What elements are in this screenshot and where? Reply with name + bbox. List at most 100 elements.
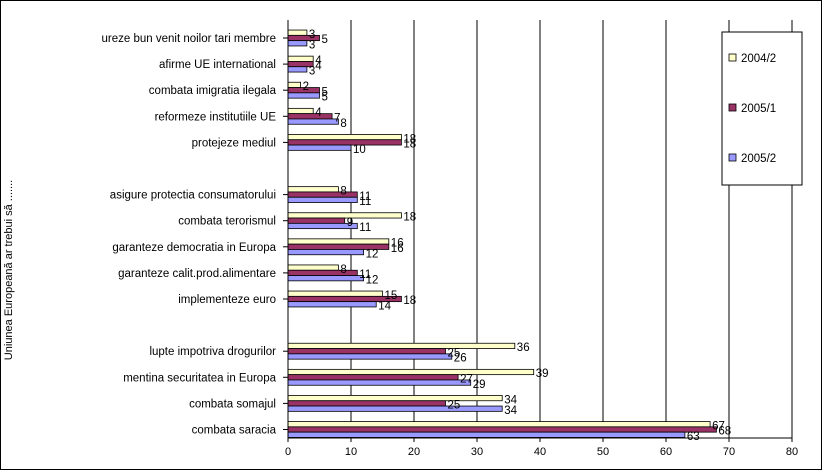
bar (287, 301, 377, 308)
bar (287, 374, 459, 381)
x-tick-labels: 0 10 20 30 40 50 60 70 80 (285, 446, 798, 458)
bar (287, 249, 364, 256)
category-label: garanteze democratia in Europa (112, 242, 276, 254)
bar (287, 186, 339, 193)
data-label: 8 (340, 185, 346, 197)
data-label: 18 (403, 133, 416, 145)
axes (283, 20, 793, 442)
data-label: 5 (322, 86, 328, 98)
bar (287, 275, 364, 282)
data-label: 27 (460, 373, 473, 385)
data-label: 3 (309, 29, 315, 41)
bar (287, 92, 320, 99)
bar (287, 379, 472, 386)
data-label: 67 (712, 420, 725, 432)
category-label: reformeze institutiile UE (155, 111, 277, 123)
data-label: 16 (391, 243, 404, 255)
bar (287, 29, 308, 36)
data-label: 39 (536, 368, 549, 380)
data-label: 10 (353, 144, 366, 156)
category-label: implementeze euro (178, 294, 276, 306)
bar (287, 400, 446, 407)
data-label: 25 (448, 347, 461, 359)
data-label: 25 (448, 400, 461, 412)
bar (287, 348, 446, 355)
bar (287, 113, 333, 120)
data-label: 26 (454, 353, 467, 365)
bar (287, 426, 717, 433)
data-label: 34 (504, 394, 517, 406)
category-label: ureze bun venit noilor tari membre (102, 33, 277, 45)
data-label: 11 (359, 196, 371, 208)
category-label: garanteze calit.prod.alimentare (118, 268, 276, 280)
category-label: afirme UE international (159, 59, 276, 71)
x-tick-label: 20 (408, 446, 420, 458)
bar (287, 196, 358, 203)
legend: 2004/2 2005/1 2005/2 (721, 31, 803, 186)
data-label: 68 (718, 426, 731, 438)
data-label: 5 (322, 34, 328, 46)
bar (287, 134, 402, 141)
data-label: 11 (359, 222, 371, 234)
category-label: combata imigratia ilegala (149, 85, 277, 97)
category-label: lupte impotriva drogurilor (149, 346, 276, 358)
data-label: 8 (340, 118, 346, 130)
data-label: 29 (473, 379, 486, 391)
bar (287, 81, 302, 88)
bar (287, 139, 402, 146)
bar (287, 269, 358, 276)
data-label: 15 (385, 290, 398, 302)
data-label: 4 (315, 60, 322, 72)
bar (287, 118, 339, 125)
x-tick-label: 30 (471, 446, 483, 458)
category-label: combata somajul (189, 398, 276, 410)
data-label: 34 (504, 405, 517, 417)
legend-swatch (728, 53, 737, 62)
bar (287, 191, 358, 198)
x-tick-label: 80 (786, 446, 798, 458)
data-label: 18 (403, 212, 416, 224)
bar (287, 144, 352, 151)
data-label: 18 (403, 295, 416, 307)
data-label: 16 (391, 238, 404, 250)
data-label: 11 (359, 191, 371, 203)
x-tick-label: 50 (597, 446, 609, 458)
x-tick-label: 60 (660, 446, 672, 458)
legend-label: 2005/2 (741, 153, 776, 165)
legend-label: 2004/2 (741, 53, 776, 65)
y-axis-label: Uniunea Europeană ar trebui să ....... (3, 180, 15, 360)
data-label: 5 (322, 92, 328, 104)
x-tick-label: 0 (285, 446, 291, 458)
category-label: mentina securitatea in Europa (123, 372, 276, 384)
bar (287, 431, 686, 438)
bar (287, 405, 503, 412)
data-label: 2 (303, 81, 309, 93)
data-label: 3 (309, 66, 315, 78)
category-label: protejeze mediul (192, 137, 276, 149)
bar (287, 55, 314, 62)
bar (287, 368, 535, 376)
data-label: 4 (315, 55, 322, 67)
bar (287, 40, 308, 47)
x-tick-label: 70 (723, 446, 735, 458)
bar (287, 421, 711, 428)
bar (287, 66, 308, 73)
bar (287, 238, 390, 245)
data-label: 3 (309, 39, 315, 51)
bar (287, 290, 383, 297)
bar (287, 217, 346, 224)
bar (287, 342, 516, 349)
bar (287, 212, 402, 219)
category-label: combata terorismul (178, 216, 276, 228)
category-label: combata saracia (192, 425, 277, 437)
category-label: asigure protectia consumatorului (110, 190, 276, 202)
data-label: 9 (347, 217, 353, 229)
data-label: 63 (687, 431, 700, 443)
bar (287, 353, 453, 360)
bar (287, 395, 503, 402)
data-label: 12 (366, 248, 379, 260)
bar (287, 264, 339, 271)
data-label: 4 (315, 107, 322, 119)
